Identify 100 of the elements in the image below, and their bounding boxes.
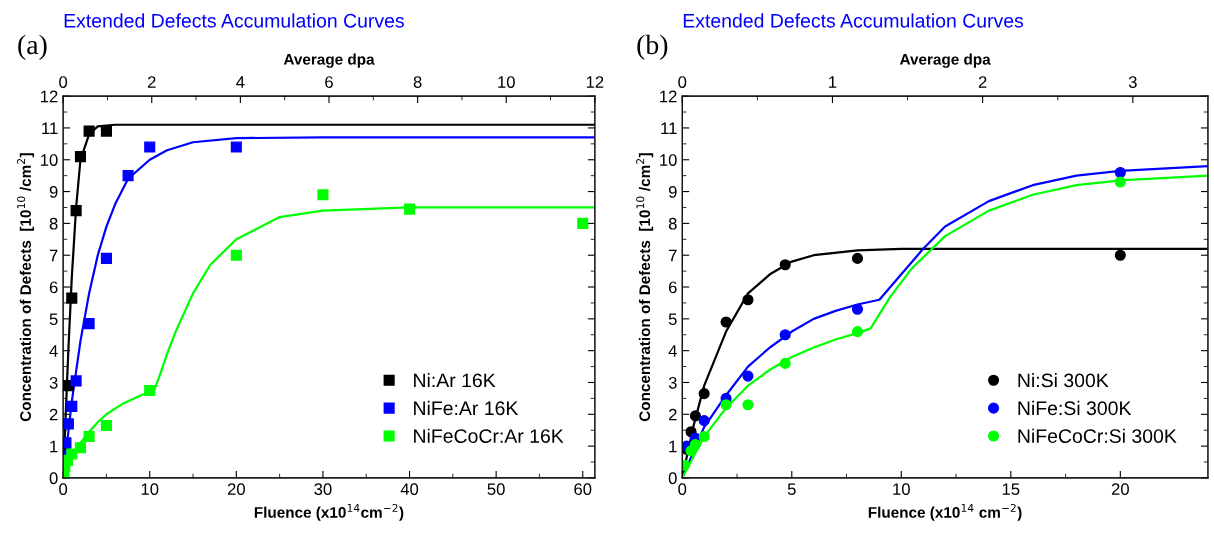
x2-axis-title: Average dpa [899,53,991,68]
text: (a) [18,34,47,60]
point [851,252,864,264]
x2-tick-label: 3 [1128,76,1137,88]
point [742,399,754,411]
point [100,125,112,137]
y-tick-label: 11 [661,122,677,134]
y-tick-label: 3 [668,376,677,389]
x2-tick-label: 0 [678,76,687,88]
y-tick-label: 8 [49,217,58,230]
x-tick-label: 20 [1111,483,1129,496]
y-tick-label: 0 [668,472,677,485]
x-axis-title: Fluence (x10$^{14}$ cm$^{−2}$) [868,503,1022,521]
x-tick-label: 30 [314,483,332,496]
point [70,375,82,387]
x-tick-label: 15 [1002,483,1020,496]
y-tick-label: 6 [49,281,58,294]
y-tick-label: 10 [41,154,58,166]
y-tick-label: 6 [668,281,677,294]
point [83,431,95,443]
point [720,316,732,328]
legend-label: Ni:Ar 16K [414,373,496,388]
y-tick-label: 1 [50,440,58,453]
point [74,442,87,454]
point [63,418,74,430]
x2-tick-label: 0 [59,76,68,88]
x-axis-title: Fluence (x10$^{14}$cm$^{−2}$) [254,503,404,521]
y-tick-label: 7 [668,249,677,262]
y-tick-label: 4 [49,345,58,357]
point [698,415,710,427]
y-tick-label: 3 [49,376,58,389]
y-tick-label: 1 [669,440,677,453]
x-tick-label: 10 [893,483,910,496]
text: (b) [637,34,668,60]
y-tick-label: 9 [49,185,58,198]
point [144,384,156,396]
x2-tick-label: 10 [498,76,515,88]
legend-label: NiFeCoCr:Ar 16K [414,428,564,443]
point [742,294,754,306]
point [403,203,416,215]
point [577,217,589,229]
x2-tick-label: 4 [236,76,245,88]
y-tick-label: 5 [49,313,58,326]
point [779,329,791,341]
point [779,259,791,271]
x-tick-label: 40 [400,483,419,496]
point [66,448,78,460]
y-tick-label: 12 [660,90,677,103]
y-tick-label: 12 [41,90,58,103]
point [779,357,791,369]
chart-title: Extended Defects Accumulation Curves [64,13,404,28]
point [851,303,864,315]
point [689,438,701,451]
y-tick-label: 4 [668,345,677,357]
x2-tick-label: 8 [413,76,422,88]
legend-label: NiFeCoCr:Si 300K [1018,428,1177,443]
y-tick-label: 11 [42,122,58,134]
x2-tick-label: 1 [829,76,837,88]
y-tick-label: 10 [660,154,677,166]
x2-axis-title: Average dpa [283,53,375,68]
x2-tick-label: 2 [978,76,987,88]
point [689,410,701,422]
point [317,189,329,201]
y-tick-label: 9 [668,185,677,198]
x-tick-label: 20 [227,483,245,496]
point [122,170,134,182]
point [66,292,78,304]
x2-tick-label: 12 [586,76,604,88]
y-axis-title: Concentration of Defects [10$^{10}$ /cm$^{2}$] [17,153,35,422]
point [66,400,78,412]
point [100,419,112,431]
y-tick-label: 7 [49,249,58,262]
chart-title: Extended Defects Accumulation Curves [683,13,1024,28]
x-tick-label: 50 [487,483,505,496]
point [83,125,95,137]
x-tick-label: 5 [787,483,796,496]
x-tick-label: 0 [678,483,687,496]
point [1114,249,1126,261]
y-tick-label: 2 [49,408,58,421]
point [1114,166,1126,179]
y-tick-label: 2 [668,408,677,421]
point [83,318,95,330]
point [74,151,87,163]
point [742,370,754,382]
point [100,252,112,264]
point [720,399,732,411]
x2-tick-label: 2 [147,76,156,88]
point [698,431,710,443]
y-tick-label: 8 [668,217,677,230]
legend-label: Ni:Si 300K [1018,373,1109,388]
point [851,326,864,338]
legend-label: NiFe:Ar 16K [414,400,519,416]
point [144,141,156,153]
point [698,388,710,400]
point [70,205,82,217]
point [1114,176,1126,188]
x2-tick-label: 6 [325,76,333,88]
y-axis-title: Concentration of Defects [10$^{10}$ /cm$^{2}$] [636,153,654,422]
y-tick-label: 0 [49,472,58,485]
x-tick-label: 10 [141,483,159,496]
